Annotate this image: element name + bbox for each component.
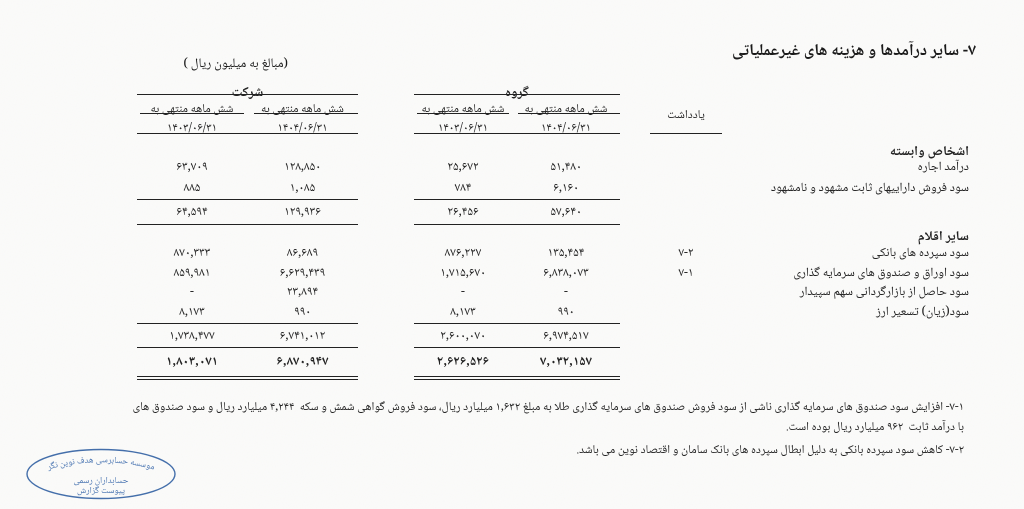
svg-text:پیوست گزارش: پیوست گزارش bbox=[77, 483, 125, 499]
